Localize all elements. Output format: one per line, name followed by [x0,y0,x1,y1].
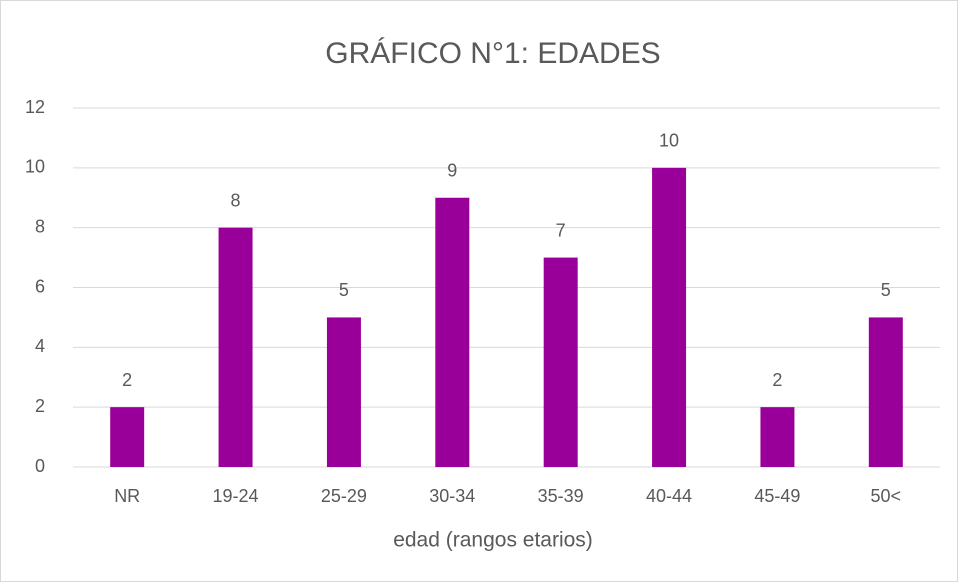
y-tick-label: 2 [35,396,45,416]
data-label: 10 [659,131,679,151]
y-tick-label: 4 [35,336,45,356]
bar [652,167,687,468]
x-tick-label: NR [114,486,140,506]
bar [760,407,795,467]
data-label: 5 [339,280,349,300]
y-tick-label: 12 [25,97,45,117]
y-tick-label: 8 [35,216,45,236]
chart-title: GRÁFICO N°1: EDADES [325,37,660,70]
bar [435,197,470,467]
x-axis-label: edad (rangos etarios) [393,529,593,552]
bar [543,257,578,467]
x-tick-label: 50< [871,486,902,506]
data-label: 2 [122,370,132,390]
data-label: 2 [772,370,782,390]
x-tick-label: 30-34 [429,486,475,506]
y-tick-label: 6 [35,276,45,296]
bar [326,317,361,467]
data-label: 8 [231,190,241,210]
x-tick-label: 19-24 [213,486,259,506]
bar [110,407,145,467]
x-tick-label: 45-49 [754,486,800,506]
y-tick-label: 10 [25,157,45,177]
data-label: 7 [556,220,566,240]
y-tick-label: 0 [35,456,45,476]
bar [218,227,253,467]
x-tick-label: 35-39 [538,486,584,506]
data-label: 9 [447,161,457,181]
x-tick-label: 40-44 [646,486,692,506]
x-tick-label: 25-29 [321,486,367,506]
data-label: 5 [881,280,891,300]
bar [868,317,903,467]
